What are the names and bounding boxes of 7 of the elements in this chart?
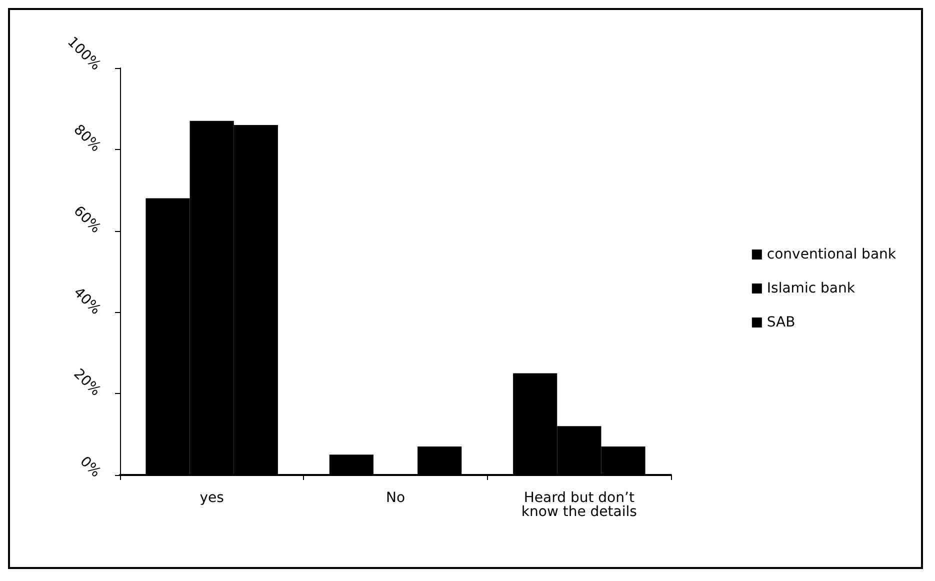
x-tick-label: yes <box>200 490 224 506</box>
x-tick-label: Heard but don’t know the details <box>521 490 637 520</box>
legend-label: conventional bank <box>766 246 897 262</box>
y-tick-label: 0% <box>76 454 104 481</box>
x-tick-label: No <box>386 490 406 506</box>
legend-label: SAB <box>766 314 796 330</box>
legend-label: Islamic bank <box>766 280 856 296</box>
